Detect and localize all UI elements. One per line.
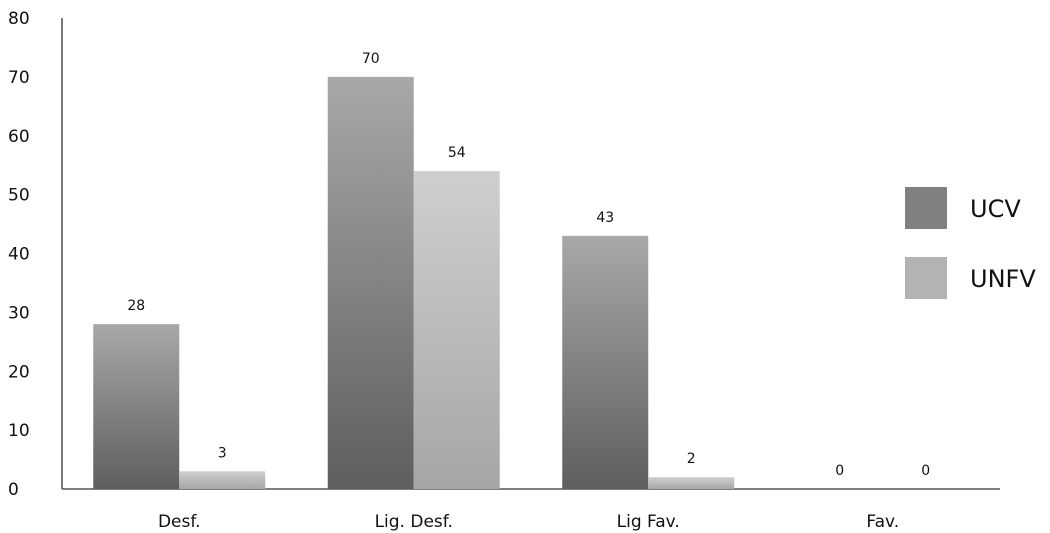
y-tick-label: 40 (8, 245, 30, 265)
y-tick-label: 70 (8, 68, 30, 88)
data-label: 0 (835, 463, 844, 479)
y-tick-label: 30 (8, 303, 30, 323)
legend-swatch-ucv (905, 187, 947, 229)
bar-unfv (179, 471, 266, 489)
x-tick-label: Lig. Desf. (375, 512, 453, 532)
data-label: 28 (127, 298, 145, 314)
bar-unfv (648, 477, 735, 489)
y-axis: 0 10 20 30 40 50 60 70 80 (8, 9, 63, 500)
data-label: 70 (362, 51, 380, 67)
bars (93, 76, 735, 489)
bar-ucv (93, 324, 180, 489)
y-tick-label: 80 (8, 9, 30, 29)
data-label: 2 (687, 451, 696, 467)
y-tick-label: 20 (8, 362, 30, 382)
bar-unfv (413, 171, 500, 489)
data-label: 43 (596, 210, 614, 226)
x-tick-label: Desf. (158, 512, 201, 532)
data-label: 54 (448, 145, 466, 161)
y-tick-label: 60 (8, 127, 30, 147)
y-tick-label: 50 (8, 186, 30, 206)
legend-swatch-unfv (905, 257, 947, 299)
legend: UCV UNFV (905, 187, 1036, 299)
legend-label: UNFV (970, 265, 1036, 293)
y-tick-label: 10 (8, 421, 30, 441)
bar-ucv (562, 235, 649, 489)
data-label: 3 (218, 445, 227, 461)
legend-label: UCV (970, 195, 1021, 223)
data-label: 0 (921, 463, 930, 479)
x-axis: Desf. Lig. Desf. Lig Fav. Fav. (62, 488, 1000, 532)
x-tick-label: Lig Fav. (617, 512, 680, 532)
y-tick-label: 0 (8, 480, 19, 500)
x-tick-label: Fav. (866, 512, 899, 532)
data-labels: 28 3 70 54 43 2 0 0 (127, 51, 930, 479)
bar-ucv (327, 76, 414, 489)
